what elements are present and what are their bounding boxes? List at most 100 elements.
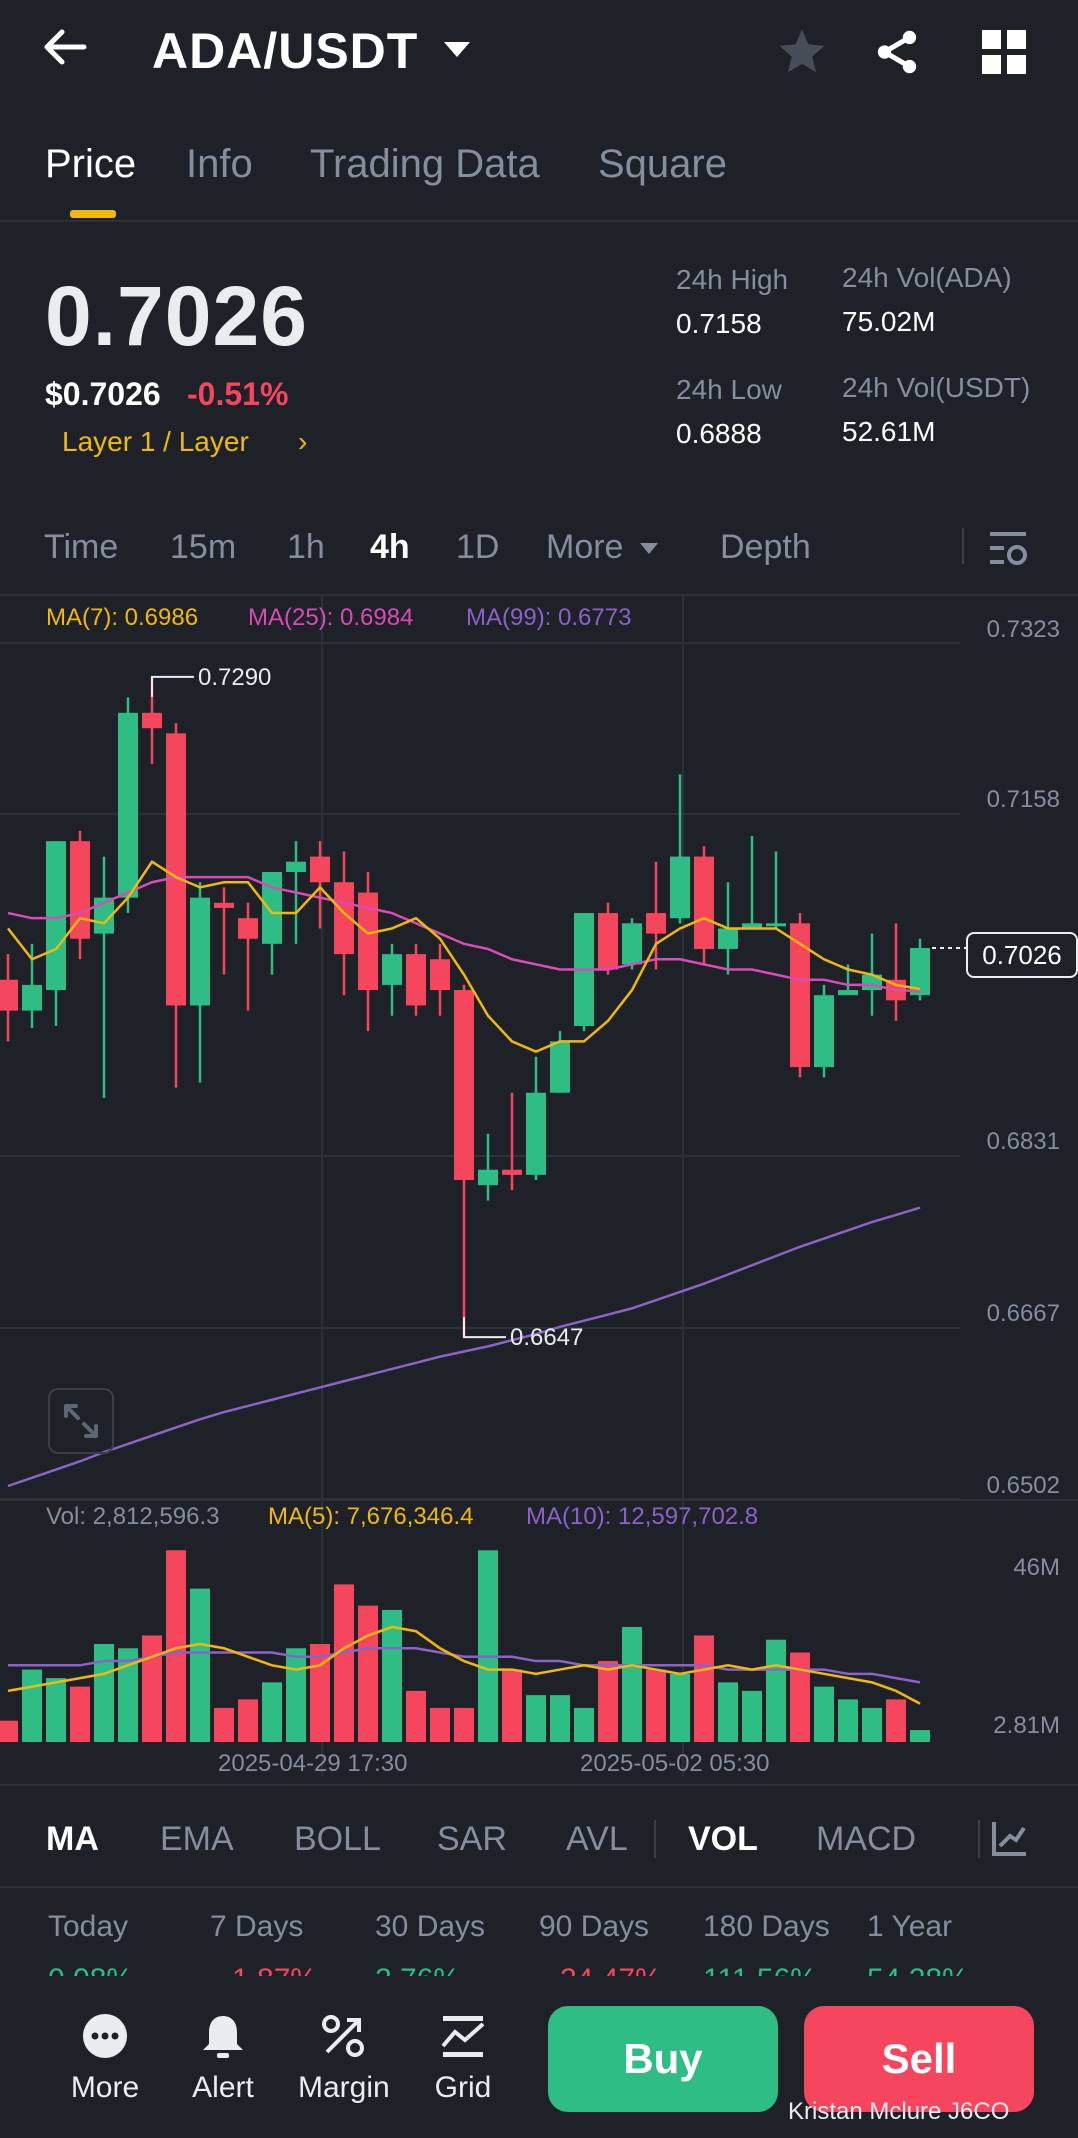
percent-icon (322, 2015, 364, 2057)
interval-more-label: More (546, 528, 624, 566)
interval-15m[interactable]: 15m (170, 528, 237, 566)
alert-button[interactable]: Alert (178, 2012, 268, 2105)
sell-button[interactable]: Sell (804, 2006, 1034, 2112)
divider (0, 1784, 1078, 1786)
divider (962, 528, 964, 564)
divider (0, 220, 1078, 222)
star-icon[interactable] (775, 25, 829, 79)
high-marker-line (151, 675, 194, 697)
candlestick-chart[interactable]: 0.7290 0.6647 (0, 596, 1078, 1784)
active-tab-indicator (70, 210, 116, 218)
volume-bar (382, 1609, 402, 1742)
volume-bar (22, 1669, 42, 1742)
current-price-marker: 0.7026 (966, 932, 1078, 978)
tab-info[interactable]: Info (186, 142, 253, 186)
margin-button[interactable]: Margin (298, 2012, 390, 2105)
indicator-ema[interactable]: EMA (160, 1820, 234, 1858)
grid-trading-button[interactable]: Grid (418, 2012, 508, 2105)
price-change: -0.51% (187, 376, 289, 412)
candle-body (478, 1169, 498, 1186)
header: ADA/USDT (0, 0, 1078, 110)
time-axis-label: 2025-05-02 05:30 (580, 1750, 770, 1777)
ma99-line (7, 1206, 921, 1488)
volume-bar (142, 1635, 162, 1742)
expand-icon (64, 1404, 98, 1438)
vol-base-label: 24h Vol(ADA) (842, 262, 1012, 293)
caret-down-icon (639, 543, 658, 555)
candle-body (70, 841, 90, 939)
indicator-ma[interactable]: MA (46, 1820, 99, 1858)
high-marker-label: 0.7290 (198, 664, 271, 691)
indicator-macd[interactable]: MACD (816, 1820, 917, 1858)
chevron-right-icon[interactable]: › (298, 426, 308, 457)
candle-body (454, 990, 474, 1181)
ma25-line (7, 875, 921, 993)
candle-body (334, 882, 354, 955)
indicator-boll[interactable]: BOLL (294, 1820, 381, 1858)
buy-button[interactable]: Buy (548, 2006, 778, 2112)
volume-bar (670, 1673, 690, 1742)
volume-bar (190, 1588, 210, 1742)
volume-bar (814, 1686, 834, 1742)
candle-body (0, 979, 18, 1011)
tab-square[interactable]: Square (598, 142, 727, 186)
interval-1d[interactable]: 1D (456, 528, 500, 566)
share-icon[interactable] (872, 25, 922, 79)
volume-bar (718, 1682, 738, 1742)
volume-bar (118, 1648, 138, 1742)
vol-base-value: 75.02M (842, 306, 936, 337)
interval-time[interactable]: Time (44, 528, 119, 566)
perf-label-today: Today (48, 1910, 129, 1943)
candle-body (46, 841, 66, 991)
pair-title[interactable]: ADA/USDT (152, 23, 419, 79)
indicator-vol[interactable]: VOL (688, 1820, 758, 1858)
volume-bar (694, 1635, 714, 1742)
price-axis-label: 0.6831 (986, 1128, 1060, 1155)
volume-bar (0, 1720, 18, 1742)
tab-trading-data[interactable]: Trading Data (310, 142, 540, 186)
perf-value-7d: -1.87% (222, 1958, 317, 1978)
interval-4h[interactable]: 4h (370, 528, 410, 566)
back-button[interactable] (40, 22, 110, 82)
expand-chart-button[interactable] (48, 1388, 114, 1454)
indicator-settings-icon[interactable] (990, 1818, 1030, 1858)
price-axis-label: 0.6502 (986, 1472, 1060, 1499)
volume-ma5-line (7, 1625, 921, 1705)
interval-depth[interactable]: Depth (720, 528, 811, 566)
candle-body (550, 1041, 570, 1093)
tab-price[interactable]: Price (45, 142, 137, 186)
perf-value-180d: 111.56% (703, 1958, 817, 1978)
grid-icon[interactable] (982, 30, 1026, 74)
candle-body (22, 984, 42, 1011)
perf-label-30d: 30 Days (375, 1910, 486, 1943)
price-axis-label: 0.7323 (986, 616, 1060, 643)
vol-quote-value: 52.61M (842, 416, 936, 447)
category-tag[interactable]: Layer 1 / Layer (62, 426, 249, 457)
indicator-sar[interactable]: SAR (437, 1820, 507, 1858)
indicator-avl[interactable]: AVL (566, 1820, 628, 1858)
candle-body (766, 923, 786, 927)
ma7-label: MA(7): 0.6986 (46, 604, 199, 631)
candle-body (382, 954, 402, 985)
more-button[interactable]: More (60, 2012, 150, 2105)
volume-bar (406, 1690, 426, 1742)
volume-label: Vol: 2,812,596.3 (46, 1503, 220, 1530)
volume-bar (430, 1707, 450, 1742)
price-axis-label: 0.7158 (986, 786, 1060, 813)
high-value: 0.7158 (676, 308, 762, 339)
caret-down-icon[interactable] (442, 40, 472, 60)
more-label: More (70, 2071, 140, 2104)
candle-body (622, 923, 642, 965)
grid-trading-icon (441, 2016, 485, 2057)
low-value: 0.6888 (676, 418, 762, 449)
volume-ma5-label: MA(5): 7,676,346.4 (268, 1503, 474, 1530)
interval-more[interactable]: More (546, 528, 659, 567)
volume-bar (646, 1669, 666, 1742)
volume-bar (526, 1695, 546, 1742)
interval-1h[interactable]: 1h (287, 528, 325, 566)
volume-bar (454, 1707, 474, 1742)
volume-bar (790, 1652, 810, 1742)
low-marker-label: 0.6647 (510, 1324, 583, 1351)
chart-settings-icon[interactable] (986, 528, 1030, 568)
candle-body (646, 913, 666, 934)
